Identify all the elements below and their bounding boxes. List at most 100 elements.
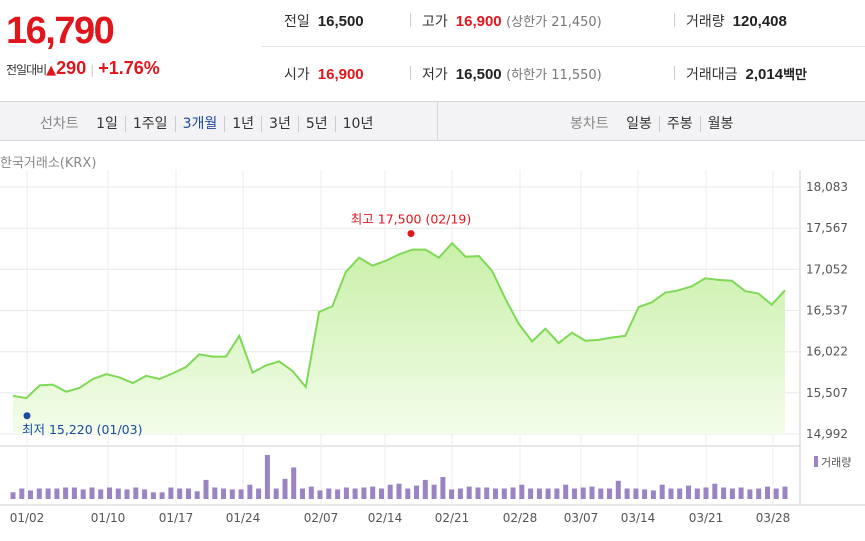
volume-bar [115, 488, 121, 499]
x-tick-label: 03/07 [564, 511, 599, 525]
change-label: 전일대비 [6, 63, 47, 77]
volume-bar [414, 485, 419, 499]
stat-amount: 거래대금 2,014백만 [674, 64, 807, 84]
x-tick-label: 01/10 [91, 511, 126, 525]
volume-bar [396, 483, 402, 499]
volume-bar [677, 488, 683, 499]
stat-sub: (하한가 11,550) [506, 68, 602, 83]
volume-bar [28, 490, 33, 499]
stat-value: 120,408 [732, 13, 787, 30]
stat-value: 16,500 [455, 66, 502, 83]
x-tick-label: 01/02 [10, 511, 45, 525]
volume-bar [493, 488, 498, 499]
volume-bar [238, 489, 244, 499]
stat-volume: 거래량 120,408 [674, 11, 787, 31]
volume-bar [668, 488, 674, 499]
volume-bar [545, 488, 551, 499]
volume-bar [159, 492, 165, 499]
volume-bar [177, 488, 183, 499]
volume-bar [422, 479, 428, 499]
stat-label: 고가 [422, 14, 448, 30]
volume-bar [186, 488, 191, 499]
line-period-option-1[interactable]: 1일 [96, 116, 118, 132]
price-change: 전일대비▲290 | +1.76% [6, 58, 160, 78]
y-tick-label: 17,052 [806, 262, 848, 276]
volume-bar [694, 488, 700, 499]
volume-bar [352, 488, 358, 499]
x-tick-label: 02/28 [503, 511, 538, 525]
volume-bar [335, 489, 341, 499]
volume-bar [756, 488, 762, 499]
candle-period-option-1[interactable]: 일봉 [626, 116, 652, 132]
x-tick-label: 03/14 [621, 511, 656, 525]
volume-bar [54, 488, 60, 499]
volume-bar [98, 489, 104, 499]
volume-bar [563, 484, 569, 499]
volume-legend-label: 거래량 [821, 456, 851, 469]
stat-open: 시가 16,900 [284, 64, 364, 84]
quote-stats: 전일 16,500 고가 16,900 (상한가 21,450) 거래량 120,40… [262, 0, 865, 100]
line-period-option-4[interactable]: 1년 [224, 116, 262, 132]
volume-bar [89, 487, 95, 499]
line-period-option-5[interactable]: 3년 [261, 116, 298, 132]
volume-bar [554, 488, 560, 499]
volume-bar [431, 484, 437, 499]
volume-bar [326, 488, 332, 499]
current-price: 16,790 [6, 10, 115, 52]
volume-bar [107, 487, 112, 499]
volume-bar [765, 486, 770, 499]
candle-chart-title: 봉차트 [570, 116, 609, 132]
stat-high: 고가 16,900 (상한가 21,450) [410, 11, 602, 31]
stat-unit: 백만 [783, 68, 807, 83]
volume-bar [282, 478, 288, 499]
volume-bar [10, 492, 16, 499]
volume-bar [440, 477, 446, 499]
change-value: 290 [56, 58, 87, 78]
volume-bar [449, 489, 455, 499]
volume-bar [256, 488, 262, 499]
candle-period-option-2[interactable]: 주봉 [658, 116, 700, 132]
x-tick-label: 02/14 [368, 511, 403, 525]
low-annotation: 최저 15,220 (01/03) [22, 422, 142, 437]
y-tick-label: 16,537 [806, 304, 848, 318]
volume-bar [536, 488, 542, 499]
volume-bar [229, 489, 235, 499]
line-period-option-2[interactable]: 1주일 [124, 116, 175, 132]
high-annotation: 최고 17,500 (02/19) [351, 212, 471, 227]
candle-period-option-3[interactable]: 월봉 [699, 116, 741, 132]
x-tick-label: 01/17 [159, 511, 194, 525]
volume-bar [729, 488, 735, 499]
stat-prev-close: 전일 16,500 [284, 11, 364, 31]
x-tick-label: 03/28 [756, 511, 791, 525]
stat-value: 2,014 [745, 66, 784, 83]
x-tick-label: 02/21 [435, 511, 470, 525]
line-period-option-6[interactable]: 5년 [297, 116, 335, 132]
volume-bar [510, 487, 516, 499]
stat-sub: (상한가 21,450) [506, 15, 602, 30]
volume-bar [484, 487, 490, 499]
volume-bar [642, 489, 648, 499]
volume-bar [624, 488, 630, 499]
line-period-option-3[interactable]: 3개월 [174, 116, 225, 132]
low-point-marker [23, 412, 31, 420]
change-percent: +1.76% [98, 58, 160, 78]
volume-bar [124, 489, 130, 499]
volume-bar [36, 488, 42, 499]
volume-bar [712, 483, 718, 499]
y-tick-label: 17,567 [806, 221, 848, 235]
volume-bar [379, 488, 384, 499]
stat-value: 16,900 [455, 13, 502, 30]
volume-bar [615, 480, 621, 499]
stat-low: 저가 16,500 (하한가 11,550) [410, 64, 602, 84]
volume-bar [703, 487, 709, 499]
y-tick-label: 16,022 [806, 345, 848, 359]
line-period-option-7[interactable]: 10년 [334, 116, 381, 132]
volume-bar [71, 487, 77, 499]
volume-bar [457, 488, 463, 499]
exchange-label: 한국거래소(KRX) [0, 156, 97, 171]
volume-bar [203, 479, 209, 499]
volume-bar [528, 488, 534, 499]
stat-label: 전일 [284, 14, 310, 30]
volume-bar [19, 488, 25, 499]
